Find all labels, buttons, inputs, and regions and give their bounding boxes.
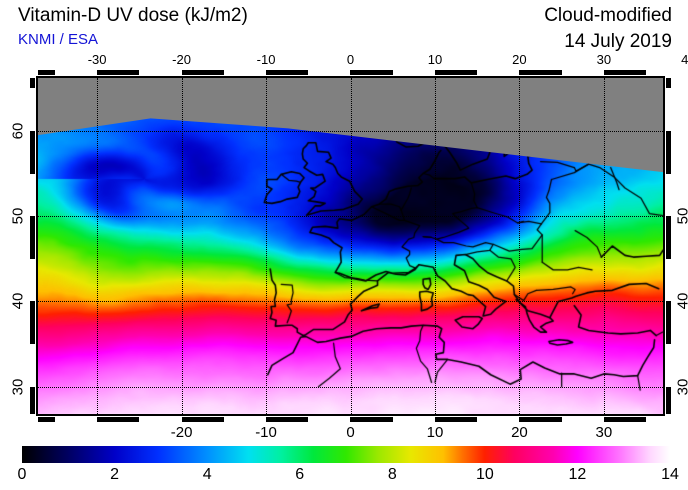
- date-label: 14 July 2019: [564, 31, 672, 52]
- graticule-meridian--20: [181, 78, 183, 414]
- colorbar-gradient: [22, 446, 670, 463]
- left-axis-label-60: 60: [9, 122, 27, 140]
- graticule-meridian-10: [434, 78, 436, 414]
- tick-segment: [561, 417, 604, 422]
- graticule-parallel-30: [38, 386, 663, 388]
- right-axis-tickbar: [666, 78, 671, 414]
- tick-segment: [308, 417, 351, 422]
- tick-segment: [392, 70, 435, 75]
- graticule-parallel-50: [38, 216, 663, 218]
- graticule-parallel-60: [38, 130, 663, 132]
- colorbar-label-4: 4: [202, 466, 212, 483]
- tick-segment: [392, 417, 435, 422]
- tick-segment: [646, 417, 663, 422]
- bottom-axis-label-20: 20: [511, 424, 528, 441]
- map-canvas: [38, 78, 663, 414]
- tick-segment: [54, 417, 98, 422]
- left-axis-label-40: 40: [9, 293, 27, 310]
- top-axis-label--10: -10: [256, 52, 276, 67]
- page-title: Vitamin-D UV dose (kJ/m2): [18, 5, 248, 26]
- graticule-meridian-20: [519, 78, 521, 414]
- bottom-axis-label-30: 30: [595, 424, 613, 441]
- right-axis-label-30: 30: [674, 378, 688, 396]
- graticule-meridian--30: [97, 78, 99, 414]
- tick-segment: [223, 70, 267, 75]
- tick-segment: [139, 417, 182, 422]
- left-axis-label-50: 50: [9, 207, 27, 225]
- colorbar-label-6: 6: [295, 466, 305, 483]
- top-axis-label-10: 10: [427, 52, 443, 67]
- tick-segment: [139, 70, 182, 75]
- tick-segment: [646, 70, 663, 75]
- graticule-meridian-0: [350, 78, 352, 414]
- tick-segment: [477, 70, 520, 75]
- bottom-axis-label-10: 10: [426, 424, 444, 441]
- tick-segment: [308, 70, 351, 75]
- bottom-axis-label--10: -10: [255, 424, 277, 441]
- tick-segment: [477, 417, 520, 422]
- tick-segment: [30, 344, 35, 387]
- colorbar-label-8: 8: [387, 466, 397, 483]
- bottom-axis-label--20: -20: [170, 424, 193, 441]
- map-plot-area: [36, 76, 665, 416]
- top-axis-label--30: -30: [87, 52, 107, 67]
- tick-segment: [30, 173, 35, 217]
- top-axis-tickbar: [38, 70, 663, 75]
- right-axis-label-40: 40: [674, 293, 688, 310]
- top-axis-label-30: 30: [596, 52, 612, 67]
- left-axis-tickbar: [30, 78, 35, 414]
- colorbar: [22, 446, 670, 463]
- colorbar-label-0: 0: [17, 466, 27, 483]
- right-axis-label-50: 50: [674, 207, 688, 225]
- left-axis-label-30: 30: [9, 378, 27, 396]
- colorbar-label-14: 14: [661, 466, 679, 483]
- tick-segment: [54, 70, 98, 75]
- bottom-axis-tickbar: [38, 417, 663, 422]
- tick-segment: [666, 344, 671, 387]
- bottom-axis-label-0: 0: [346, 424, 355, 441]
- colorbar-label-12: 12: [568, 466, 587, 483]
- tick-segment: [666, 88, 671, 131]
- graticule-meridian--10: [266, 78, 268, 414]
- tick-segment: [666, 173, 671, 217]
- top-axis-label--20: -20: [172, 52, 191, 67]
- tick-segment: [30, 88, 35, 131]
- top-axis-label-40: 40: [681, 52, 688, 67]
- colorbar-label-2: 2: [110, 466, 120, 483]
- top-axis-label-0: 0: [346, 52, 355, 67]
- tick-segment: [666, 258, 671, 302]
- tick-segment: [223, 417, 267, 422]
- tick-segment: [30, 258, 35, 302]
- top-axis-label-20: 20: [512, 52, 527, 67]
- colorbar-label-10: 10: [475, 466, 494, 483]
- graticule-meridian-30: [603, 78, 605, 414]
- agency-label: KNMI / ESA: [18, 31, 99, 48]
- tick-segment: [561, 70, 604, 75]
- product-type-label: Cloud-modified: [544, 5, 672, 26]
- graticule-parallel-40: [38, 301, 663, 303]
